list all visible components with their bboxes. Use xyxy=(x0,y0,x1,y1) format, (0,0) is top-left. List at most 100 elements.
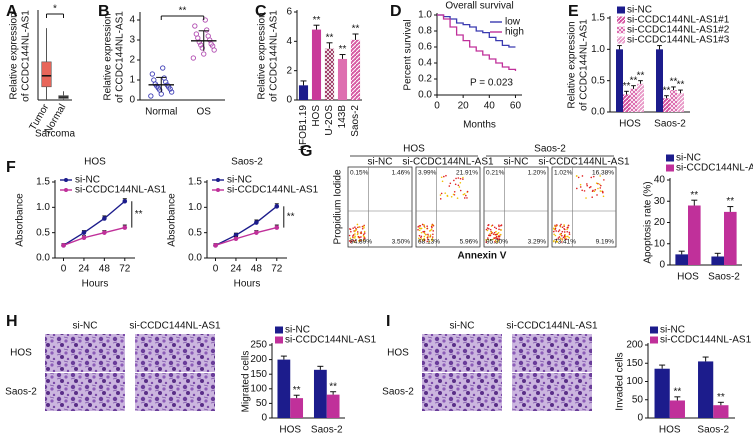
x-tick-label: 40 xyxy=(484,101,496,112)
group-label: Saos-2 xyxy=(534,144,566,155)
y-tick-label: 0 xyxy=(659,260,665,271)
x-tick-label: HOS xyxy=(619,119,641,130)
legend-label: si-CCDC144NL-AS1#2 xyxy=(627,25,730,36)
significance-label: ** xyxy=(313,15,321,26)
y-tick-label: 150 xyxy=(250,369,267,380)
legend-label: si-NC xyxy=(285,325,310,336)
y-axis-title: Propidium Iodide xyxy=(333,169,344,244)
quadrant-value: 3.50% xyxy=(392,239,411,246)
event-dot xyxy=(494,233,497,236)
event-dot xyxy=(496,241,498,243)
event-dot xyxy=(463,193,466,195)
event-dot xyxy=(431,236,434,238)
event-dot xyxy=(552,230,555,233)
event-dot xyxy=(555,230,558,232)
event-dot xyxy=(568,233,571,235)
x-tick-label: 60 xyxy=(510,101,522,112)
event-dot xyxy=(360,231,363,233)
y-tick-label: 0 xyxy=(637,413,643,424)
event-dot xyxy=(429,236,431,238)
column-label: si-NC xyxy=(450,321,475,332)
event-dot xyxy=(555,238,558,241)
event-dot xyxy=(420,227,423,230)
event-dot xyxy=(485,239,487,241)
event-dot xyxy=(494,241,496,243)
event-dot xyxy=(579,186,582,188)
event-dot xyxy=(420,231,423,234)
event-dot xyxy=(418,227,421,229)
y-tick-label: 40 xyxy=(654,175,666,186)
event-dot xyxy=(554,234,557,237)
bar xyxy=(290,398,304,418)
event-dot xyxy=(443,175,445,178)
event-dot xyxy=(423,237,425,240)
event-dot xyxy=(490,231,493,233)
event-dot xyxy=(440,192,443,195)
quadrant-value: 9.19% xyxy=(596,239,615,246)
significance-label: ** xyxy=(637,70,645,81)
y-tick-label: 20 xyxy=(654,217,666,228)
y-tick-label: 100 xyxy=(250,383,267,394)
event-dot xyxy=(453,179,455,182)
event-dot xyxy=(493,237,495,240)
event-dot xyxy=(354,239,357,242)
event-dot xyxy=(559,225,561,227)
event-dot xyxy=(426,240,429,243)
y-tick-label: 1.5 xyxy=(36,177,50,188)
bar xyxy=(277,359,291,418)
event-dot xyxy=(563,235,566,238)
event-dot xyxy=(555,241,558,243)
event-dot xyxy=(360,236,362,238)
event-dot xyxy=(590,185,592,188)
x-tick-label: 72 xyxy=(271,264,283,275)
event-dot xyxy=(487,238,490,241)
event-dot xyxy=(349,237,352,240)
event-dot xyxy=(457,177,460,179)
event-dot xyxy=(576,187,578,190)
event-dot xyxy=(418,234,421,237)
event-dot xyxy=(599,187,602,189)
bar xyxy=(688,205,701,265)
significance-label: ** xyxy=(726,196,734,207)
bar xyxy=(313,369,327,418)
group-label: HOS xyxy=(403,144,425,155)
x-tick-label: Saos-2 xyxy=(708,272,740,283)
event-dot xyxy=(431,224,433,227)
y-axis-title: Absorbance xyxy=(15,193,26,247)
y-axis-title: Relative expression xyxy=(103,13,114,100)
bar xyxy=(616,49,623,112)
y-tick-label: 0.0 xyxy=(36,253,50,264)
y-tick-label: 0.5 xyxy=(188,227,202,238)
marker xyxy=(254,230,259,235)
x-tick-label: HOS xyxy=(311,105,322,127)
event-dot xyxy=(418,237,420,240)
event-dot xyxy=(362,225,365,228)
data-point xyxy=(149,71,155,77)
event-dot xyxy=(352,239,355,242)
x-tick-label: hFOB1.19 xyxy=(298,105,309,151)
event-dot xyxy=(426,225,428,228)
legend-label: si-NC xyxy=(227,175,252,186)
x-tick-label: HOS xyxy=(279,425,301,435)
x-tick-label: U-2OS xyxy=(324,105,335,136)
quadrant-value: 3.29% xyxy=(528,239,547,246)
event-dot xyxy=(487,237,489,239)
panel-label: D xyxy=(390,3,402,20)
legend-marker xyxy=(64,178,68,182)
event-dot xyxy=(459,181,462,184)
event-dot xyxy=(446,195,449,197)
event-dot xyxy=(444,192,447,194)
event-dot xyxy=(557,230,560,233)
event-dot xyxy=(427,234,430,237)
event-dot xyxy=(487,224,489,227)
event-dot xyxy=(358,239,361,241)
bar xyxy=(337,58,348,100)
x-tick-label: 48 xyxy=(99,264,111,275)
x-tick-label: 0 xyxy=(213,264,219,275)
event-dot xyxy=(590,176,593,179)
y-tick-label: 10 xyxy=(654,238,666,249)
y-tick-label: 0 xyxy=(261,413,267,424)
y-tick-label: 150 xyxy=(626,358,643,369)
event-dot xyxy=(564,228,566,231)
